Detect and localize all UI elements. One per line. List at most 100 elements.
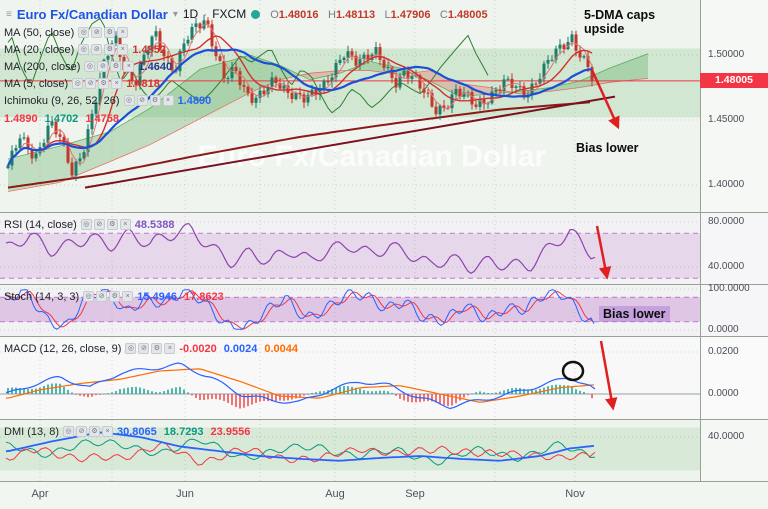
annotation-bias-lower-price: Bias lower [576, 141, 639, 155]
legend-close-icon[interactable]: × [164, 343, 176, 354]
legend-disable-icon[interactable]: ⊘ [97, 61, 109, 72]
legend-eye-icon[interactable]: ◎ [78, 27, 90, 38]
legend-disable-icon[interactable]: ⊘ [138, 343, 150, 354]
legend-row-ma20[interactable]: MA (20, close) ◎ ⊘ ⚙ × 1.4852 [4, 41, 211, 58]
legend-controls: ◎ ⊘ ⚙ × [83, 291, 134, 302]
legend-eye-icon[interactable]: ◎ [78, 44, 90, 55]
indicator-value: 0.0044 [264, 342, 298, 355]
price-tick-label: 0.0000 [708, 388, 739, 399]
indicator-label: MA (50, close) [4, 26, 75, 39]
legend-row-macd[interactable]: MACD (12, 26, close, 9) ◎ ⊘ ⚙ × -0.0020 0.00… [4, 340, 298, 357]
legend-eye-icon[interactable]: ◎ [125, 343, 137, 354]
legend-row-ma200[interactable]: MA (200, close) ◎ ⊘ ⚙ × 1.4640 [4, 58, 211, 75]
indicator-value: 48.5388 [134, 218, 175, 231]
indicator-value: 15.4946 [137, 290, 177, 303]
legend-settings-icon[interactable]: ⚙ [104, 44, 116, 55]
symbol-title[interactable]: Euro Fx/Canadian Dollar [16, 6, 168, 22]
legend-settings-icon[interactable]: ⚙ [89, 426, 101, 437]
legend-settings-icon[interactable]: ⚙ [98, 78, 110, 89]
down-arrow-annotation [599, 340, 618, 411]
indicator-value: 1.4702 [44, 113, 79, 125]
legend-settings-icon[interactable]: ⚙ [104, 27, 116, 38]
market-status-icon [251, 9, 261, 19]
symbol-dropdown-icon[interactable]: ▾ [172, 8, 178, 20]
ichimoku-values: 1.4890 1.4702 1.4758 [4, 111, 119, 128]
time-axis[interactable]: Apr Jun Aug Sep Nov [0, 481, 768, 509]
open-value: 1.48016 [278, 9, 319, 21]
legend-eye-icon[interactable]: ◎ [63, 426, 75, 437]
price-tick-label: 40.0000 [708, 431, 745, 442]
price-tick-label: 0.0200 [708, 346, 739, 357]
legend-close-icon[interactable]: × [119, 219, 131, 230]
down-arrow-annotation [590, 69, 620, 130]
legend-row-stoch[interactable]: Stoch (14, 3, 3) ◎ ⊘ ⚙ × 15.4946 17.8623 [4, 288, 224, 305]
indicator-value: 1.4818 [126, 77, 160, 90]
price-tick-label: 80.0000 [708, 216, 745, 227]
legend-close-icon[interactable]: × [122, 291, 134, 302]
stoch-legend: Stoch (14, 3, 3) ◎ ⊘ ⚙ × 15.4946 17.8623 [4, 288, 224, 305]
legend-row-ma50[interactable]: MA (50, close) ◎ ⊘ ⚙ × [4, 24, 211, 41]
high-value: 1.48113 [335, 9, 376, 21]
legend-close-icon[interactable]: × [117, 44, 129, 55]
macd-legend: MACD (12, 26, close, 9) ◎ ⊘ ⚙ × -0.0020 0.00… [4, 340, 298, 357]
indicator-value: 1.4640 [138, 60, 173, 73]
legend-eye-icon[interactable]: ◎ [84, 61, 96, 72]
legend-close-icon[interactable]: × [123, 61, 135, 72]
legend-eye-icon[interactable]: ◎ [80, 219, 92, 230]
low-value: 1.47906 [390, 9, 431, 21]
indicator-value: 23.9556 [210, 425, 251, 438]
legend-disable-icon[interactable]: ⊘ [85, 78, 97, 89]
legend-disable-icon[interactable]: ⊘ [93, 219, 105, 230]
legend-eye-icon[interactable]: ◎ [83, 291, 95, 302]
legend-disable-icon[interactable]: ⊘ [76, 426, 88, 437]
down-arrow-annotation [595, 225, 612, 280]
indicator-values: 15.4946 17.8623 [137, 291, 224, 303]
indicator-value: 1.4890 [4, 113, 38, 125]
legend-close-icon[interactable]: × [117, 27, 129, 38]
legend-disable-icon[interactable]: ⊘ [91, 27, 103, 38]
legend-close-icon[interactable]: × [162, 95, 174, 106]
symbol-header: ≡ Euro Fx/Canadian Dollar ▾ 1D · FXCM O1… [6, 5, 488, 23]
legend-close-icon[interactable]: × [102, 426, 114, 437]
indicator-value: 18.7293 [163, 425, 204, 438]
legend-eye-icon[interactable]: ◎ [72, 78, 84, 89]
indicator-values: 30.8065 18.7293 23.9556 [117, 426, 250, 438]
legend-controls: ◎ ⊘ ⚙ × [78, 44, 129, 55]
legend-row-ichimoku[interactable]: Ichimoku (9, 26, 52, 26) ◎ ⊘ ⚙ × 1.4890 [4, 92, 211, 109]
low-label: L [384, 9, 391, 21]
price-legend: MA (50, close) ◎ ⊘ ⚙ × MA (20, close) ◎ ⊘ ⚙ × … [4, 24, 211, 128]
price-axis[interactable]: 1.48005 1.50000 1.45000 1.40000 80.0000 40.0… [700, 0, 768, 481]
last-price-badge: 1.48005 [700, 73, 768, 88]
legend-settings-icon[interactable]: ⚙ [151, 343, 163, 354]
legend-disable-icon[interactable]: ⊘ [136, 95, 148, 106]
indicator-value: 1.4852 [132, 43, 166, 56]
legend-eye-icon[interactable]: ◎ [123, 95, 135, 106]
legend-row-rsi[interactable]: RSI (14, close) ◎ ⊘ ⚙ × 48.5388 [4, 216, 175, 233]
time-axis-label: Sep [405, 488, 425, 500]
price-tick-label: 1.50000 [708, 49, 745, 60]
close-value: 1.48005 [447, 9, 488, 21]
legend-row-dmi[interactable]: DMI (13, 8) ◎ ⊘ ⚙ × 30.8065 18.7293 23.9556 [4, 423, 250, 440]
legend-controls: ◎ ⊘ ⚙ × [78, 27, 129, 38]
indicator-label: RSI (14, close) [4, 218, 77, 231]
legend-settings-icon[interactable]: ⚙ [110, 61, 122, 72]
price-tick-label: 100.0000 [708, 283, 750, 294]
legend-disable-icon[interactable]: ⊘ [96, 291, 108, 302]
legend-settings-icon[interactable]: ⚙ [106, 219, 118, 230]
legend-controls: ◎ ⊘ ⚙ × [125, 343, 176, 354]
indicator-values: -0.0020 0.0024 0.0044 [179, 343, 298, 355]
legend-settings-icon[interactable]: ⚙ [109, 291, 121, 302]
legend-controls: ◎ ⊘ ⚙ × [84, 61, 135, 72]
legend-row-ma5[interactable]: MA (5, close) ◎ ⊘ ⚙ × 1.4818 [4, 75, 211, 92]
indicator-label: MA (200, close) [4, 60, 81, 73]
rsi-legend: RSI (14, close) ◎ ⊘ ⚙ × 48.5388 [4, 216, 175, 233]
indicator-label: Ichimoku (9, 26, 52, 26) [4, 94, 120, 107]
indicator-label: DMI (13, 8) [4, 425, 60, 438]
menu-icon[interactable]: ≡ [6, 8, 12, 20]
legend-settings-icon[interactable]: ⚙ [149, 95, 161, 106]
legend-disable-icon[interactable]: ⊘ [91, 44, 103, 55]
legend-close-icon[interactable]: × [111, 78, 123, 89]
interval-label[interactable]: 1D [182, 7, 199, 21]
